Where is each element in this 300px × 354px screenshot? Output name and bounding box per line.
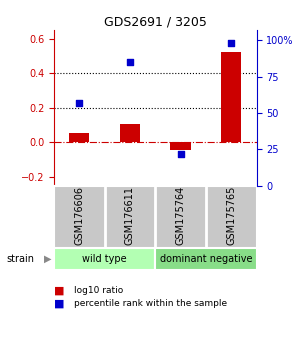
Bar <box>155 248 256 270</box>
Point <box>128 59 132 65</box>
Text: GSM176606: GSM176606 <box>74 186 84 245</box>
Bar <box>170 142 191 150</box>
Text: strain: strain <box>6 254 34 264</box>
Text: ■: ■ <box>54 286 64 296</box>
Text: GSM175764: GSM175764 <box>176 186 186 245</box>
Bar <box>120 124 140 142</box>
Bar <box>69 133 89 142</box>
Text: percentile rank within the sample: percentile rank within the sample <box>74 299 226 308</box>
Text: ▶: ▶ <box>44 254 51 264</box>
Text: GSM176611: GSM176611 <box>125 186 135 245</box>
Text: ■: ■ <box>54 298 64 308</box>
Bar <box>54 248 155 270</box>
Text: dominant negative: dominant negative <box>160 254 252 264</box>
Text: log10 ratio: log10 ratio <box>74 286 123 296</box>
Point <box>178 151 183 156</box>
Text: wild type: wild type <box>82 254 127 264</box>
Title: GDS2691 / 3205: GDS2691 / 3205 <box>104 16 207 29</box>
Text: GSM175765: GSM175765 <box>226 186 236 245</box>
Bar <box>221 52 241 142</box>
Point <box>229 40 234 46</box>
Point <box>77 100 82 105</box>
